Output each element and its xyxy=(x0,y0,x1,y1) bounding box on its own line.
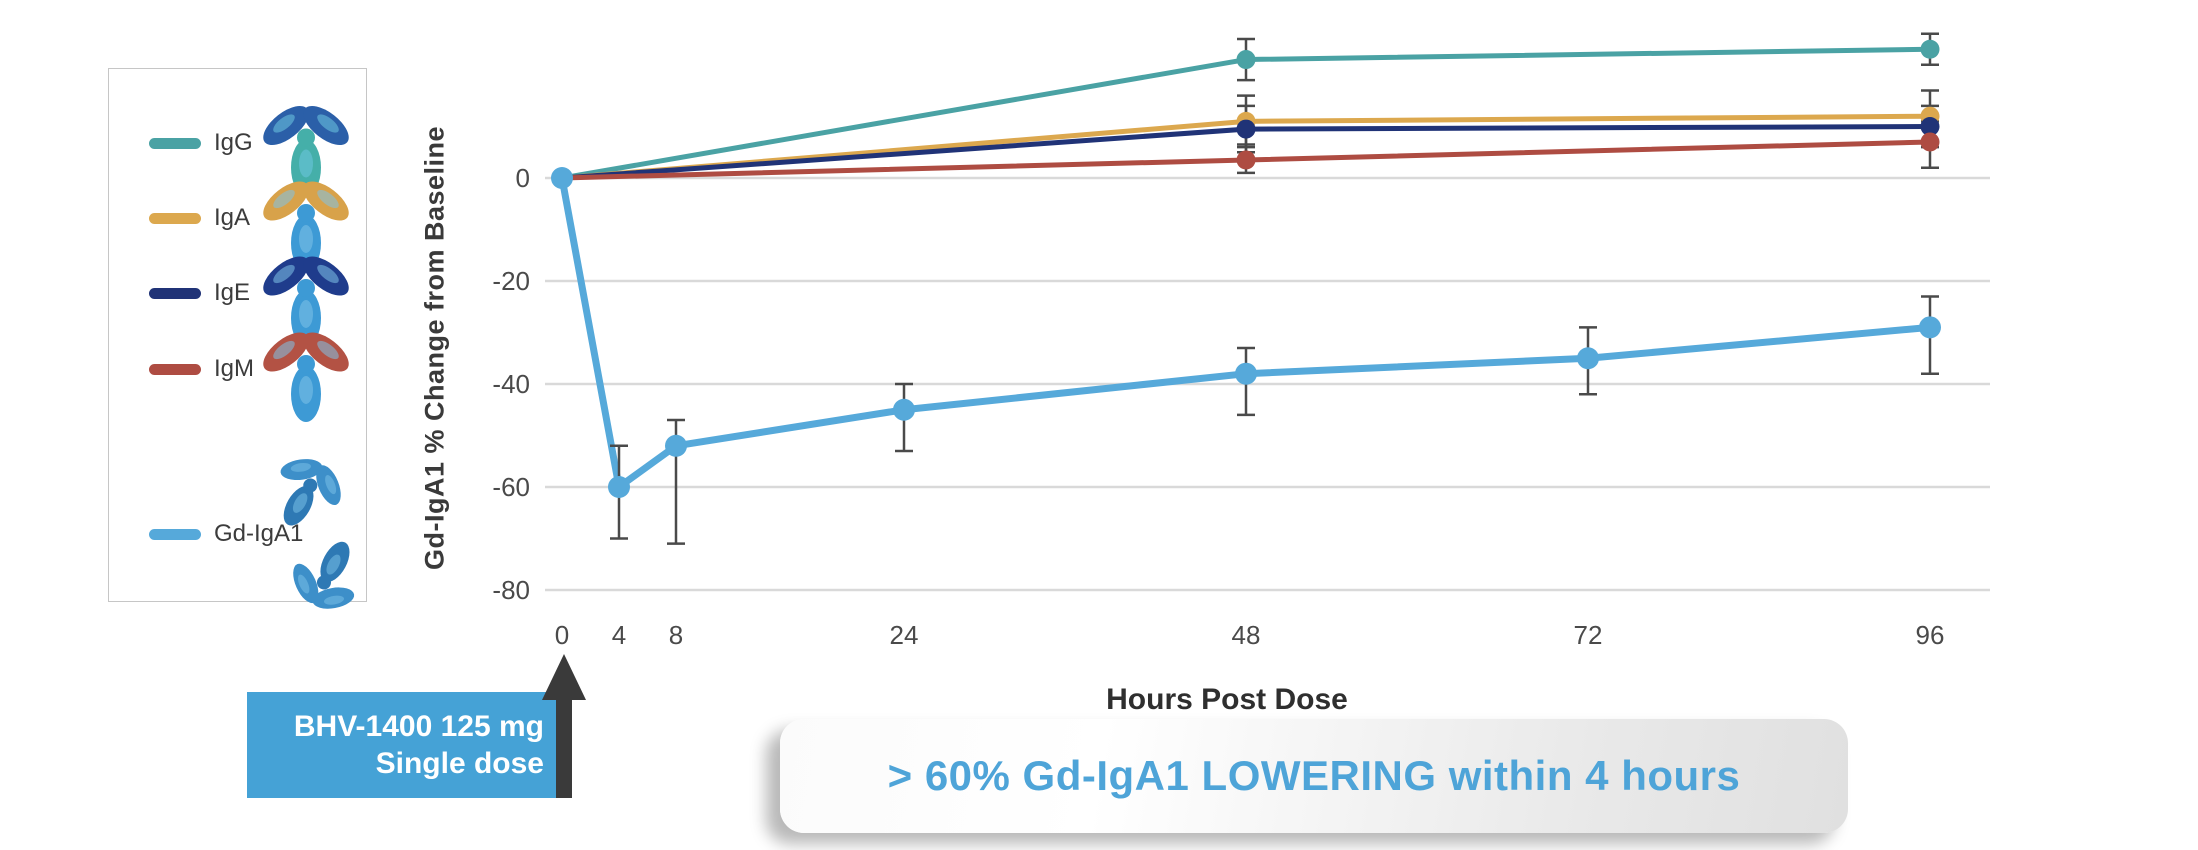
legend-item-igg: IgG xyxy=(149,129,253,157)
gd-iga1-line-swatch xyxy=(149,528,201,540)
headline-banner: > 60% Gd-IgA1 LOWERING within 4 hours xyxy=(780,719,1848,833)
legend-label-igg: IgG xyxy=(214,129,253,156)
svg-text:0: 0 xyxy=(516,163,530,193)
dose-callout: BHV-1400 125 mg Single dose xyxy=(247,692,562,798)
iga-line-swatch xyxy=(149,212,201,224)
headline-text: > 60% Gd-IgA1 LOWERING within 4 hours xyxy=(887,752,1741,799)
dose-callout-line1: BHV-1400 125 mg xyxy=(293,710,544,743)
svg-text:0: 0 xyxy=(555,620,569,650)
svg-text:48: 48 xyxy=(1232,620,1261,650)
legend-label-igm: IgM xyxy=(214,355,255,382)
y-axis-title: Gd-IgA1 % Change from Baseline xyxy=(419,125,450,571)
legend-panel: IgG IgA IgE IgM Gd-IgA1 xyxy=(108,68,377,614)
svg-text:-80: -80 xyxy=(492,575,530,605)
svg-text:8: 8 xyxy=(669,620,683,650)
legend-item-iga: IgA xyxy=(149,204,250,232)
legend-item-igm: IgM xyxy=(149,355,254,383)
line-chart: 0-20-40-60-800 4 8 24 48 72 96 xyxy=(492,32,1990,650)
igm-antibody-icon xyxy=(256,325,356,422)
svg-text:-40: -40 xyxy=(492,369,530,399)
legend-label-ige: IgE xyxy=(214,279,251,306)
legend-label-iga: IgA xyxy=(214,204,251,231)
gd-iga1-antibody-icon xyxy=(254,454,377,614)
svg-text:72: 72 xyxy=(1574,620,1603,650)
ige-line-swatch xyxy=(149,287,201,299)
igg-line-swatch xyxy=(149,137,201,149)
x-axis-title: Hours Post Dose xyxy=(1106,683,1348,716)
dose-callout-line2: Single dose xyxy=(375,747,544,780)
up-arrow-head-icon xyxy=(542,654,586,700)
svg-text:24: 24 xyxy=(890,620,919,650)
svg-text:4: 4 xyxy=(612,620,626,650)
svg-text:-60: -60 xyxy=(492,472,530,502)
svg-text:-20: -20 xyxy=(492,266,530,296)
legend-item-ige: IgE xyxy=(149,279,250,307)
up-arrow-icon xyxy=(556,698,572,798)
igm-line-swatch xyxy=(149,363,201,375)
svg-text:96: 96 xyxy=(1916,620,1945,650)
